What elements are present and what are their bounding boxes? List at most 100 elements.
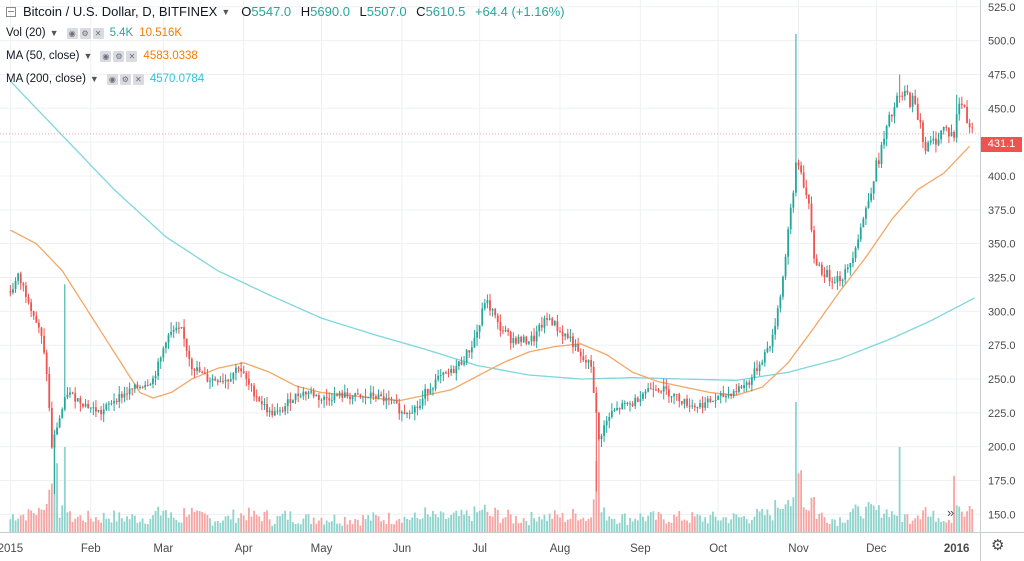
chevron-down-icon[interactable]: ▼ bbox=[89, 74, 99, 84]
candle-body bbox=[875, 160, 878, 182]
ma50-value: 4583.0338 bbox=[143, 50, 198, 62]
volume-bar bbox=[413, 512, 416, 532]
candle-body bbox=[854, 247, 857, 259]
volume-bar bbox=[877, 505, 880, 532]
volume-bar bbox=[750, 519, 753, 532]
candle-body bbox=[455, 366, 458, 374]
volume-bar bbox=[657, 511, 660, 532]
eye-icon[interactable]: ◉ bbox=[106, 73, 118, 85]
vol-indicator-name[interactable]: Vol (20) bbox=[6, 27, 46, 39]
candle-body bbox=[341, 392, 344, 398]
legend-ma50-row: MA (50, close) ▼ ◉ ⚙ ✕ 4583.0338 bbox=[6, 50, 204, 62]
volume-bar bbox=[460, 509, 463, 532]
candle-body bbox=[577, 344, 580, 352]
candle-body bbox=[688, 405, 691, 407]
volume-bar bbox=[784, 504, 787, 532]
candle-body bbox=[258, 397, 261, 401]
candle-body bbox=[82, 403, 84, 407]
volume-bar bbox=[175, 519, 178, 532]
candle-body bbox=[219, 380, 222, 383]
candle-body bbox=[193, 369, 196, 371]
candle-body bbox=[209, 380, 211, 382]
settings-icon[interactable]: ⚙ bbox=[79, 27, 91, 39]
candle-body bbox=[629, 403, 631, 405]
volume-bar bbox=[372, 512, 375, 532]
eye-icon[interactable]: ◉ bbox=[100, 50, 112, 62]
candle-body bbox=[175, 327, 178, 331]
volume-bar bbox=[455, 510, 458, 532]
candle-body bbox=[522, 336, 525, 343]
candle-body bbox=[535, 331, 538, 342]
volume-bar bbox=[131, 514, 134, 532]
candle-body bbox=[678, 394, 681, 402]
candle-body bbox=[247, 378, 250, 385]
candle-body bbox=[590, 360, 593, 367]
settings-icon[interactable]: ⚙ bbox=[113, 50, 125, 62]
volume-bar bbox=[688, 522, 691, 532]
candle-body bbox=[198, 367, 201, 372]
candle-body bbox=[452, 368, 455, 374]
candle-body bbox=[387, 397, 390, 399]
candle-body bbox=[862, 218, 865, 228]
candle-body bbox=[172, 330, 175, 332]
candle-body bbox=[185, 338, 188, 351]
candle-body bbox=[177, 327, 180, 329]
candle-body bbox=[45, 352, 48, 374]
candle-body bbox=[774, 326, 777, 335]
candle-body bbox=[841, 279, 844, 282]
candle-body bbox=[53, 434, 56, 448]
collapse-legend-icon[interactable] bbox=[6, 6, 16, 17]
symbol-title[interactable]: Bitcoin / U.S. Dollar, D, BITFINEX bbox=[23, 4, 218, 19]
price-axis-label: 500.0 bbox=[988, 36, 1016, 48]
candle-body bbox=[395, 399, 398, 404]
close-icon[interactable]: ✕ bbox=[132, 73, 144, 85]
candle-body bbox=[266, 403, 268, 413]
volume-bar bbox=[932, 510, 935, 532]
candle-body bbox=[916, 103, 919, 120]
candle-body bbox=[255, 396, 258, 398]
candle-body bbox=[325, 396, 328, 399]
close-icon[interactable]: ✕ bbox=[126, 50, 138, 62]
candle-body bbox=[281, 410, 284, 412]
candle-body bbox=[315, 394, 318, 397]
gear-icon[interactable]: ⚙ bbox=[991, 537, 1005, 554]
candle-body bbox=[406, 412, 408, 414]
chevron-down-icon[interactable]: ▼ bbox=[221, 6, 231, 17]
volume-bar bbox=[849, 511, 852, 532]
close-icon[interactable]: ✕ bbox=[92, 27, 104, 39]
candle-body bbox=[32, 311, 35, 316]
eye-icon[interactable]: ◉ bbox=[66, 27, 78, 39]
volume-bar bbox=[574, 513, 577, 532]
candle-body bbox=[19, 273, 22, 284]
volume-bar bbox=[945, 522, 948, 532]
ma200-indicator-buttons: ◉ ⚙ ✕ bbox=[106, 73, 144, 85]
volume-bar bbox=[260, 521, 263, 532]
settings-icon[interactable]: ⚙ bbox=[119, 73, 131, 85]
chevron-down-icon[interactable]: ▼ bbox=[49, 28, 59, 38]
scroll-to-realtime-icon[interactable]: » bbox=[947, 505, 955, 520]
candle-body bbox=[932, 138, 935, 141]
volume-bar bbox=[616, 524, 618, 532]
candle-body bbox=[725, 395, 727, 398]
candle-body bbox=[608, 417, 611, 421]
candle-body bbox=[242, 371, 245, 374]
candle-body bbox=[556, 321, 559, 332]
candle-body bbox=[333, 394, 336, 401]
volume-bar bbox=[748, 523, 751, 532]
price-axis-label: 150.0 bbox=[988, 509, 1016, 521]
volume-bar bbox=[841, 522, 844, 532]
chevron-down-icon[interactable]: ▼ bbox=[83, 51, 93, 61]
ma50-indicator-name[interactable]: MA (50, close) bbox=[6, 50, 80, 62]
candle-body bbox=[566, 333, 569, 338]
candle-body bbox=[831, 281, 834, 283]
volume-bar bbox=[631, 521, 634, 532]
volume-bar bbox=[214, 521, 217, 532]
candle-body bbox=[297, 393, 300, 396]
volume-bar bbox=[17, 518, 20, 532]
volume-bar bbox=[670, 522, 673, 532]
volume-bar bbox=[201, 511, 204, 532]
ma200-indicator-name[interactable]: MA (200, close) bbox=[6, 73, 86, 85]
candle-body bbox=[670, 396, 673, 398]
volume-bar bbox=[665, 523, 668, 532]
